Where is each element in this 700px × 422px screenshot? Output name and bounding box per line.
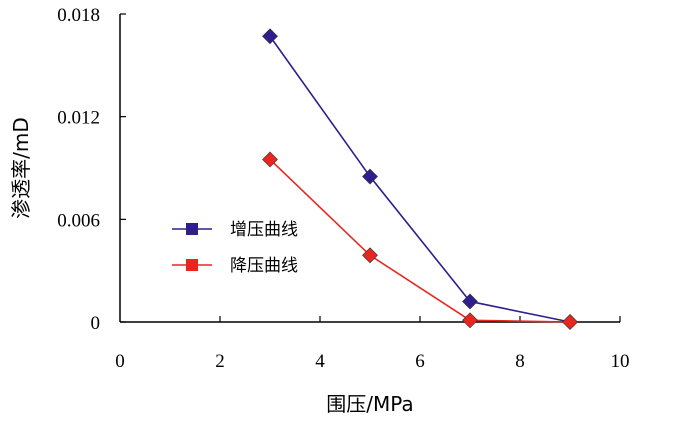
- data-point: [362, 168, 378, 185]
- legend-label: 增压曲线: [230, 220, 298, 240]
- data-point: [262, 151, 278, 168]
- y-tick-label: 0: [91, 313, 101, 334]
- data-point: [362, 247, 378, 264]
- legend-label: 降压曲线: [230, 256, 298, 276]
- series-2: [262, 151, 578, 330]
- data-point: [462, 312, 478, 329]
- x-tick-label: 4: [315, 351, 325, 372]
- axes: [119, 14, 620, 323]
- x-tick-label: 2: [215, 351, 225, 372]
- series-line: [269, 158, 571, 323]
- series-line: [269, 35, 571, 323]
- y-ticks: 0 0.006 0.012 0.018: [57, 5, 126, 334]
- x-tick-label: 6: [415, 351, 425, 372]
- legend-item-1: 增压曲线: [172, 220, 298, 240]
- series-1: [262, 28, 578, 330]
- y-tick-label: 0.012: [57, 108, 100, 129]
- legend-marker: [186, 223, 198, 235]
- data-point: [262, 28, 278, 45]
- series-layer: [262, 28, 578, 330]
- x-tick-label: 0: [115, 351, 125, 372]
- data-point: [462, 293, 478, 310]
- y-axis-title: 渗透率/mD: [9, 117, 33, 219]
- data-point: [562, 314, 578, 330]
- x-tick-label: 10: [611, 351, 630, 372]
- y-tick-label: 0.018: [57, 5, 100, 26]
- legend-marker: [186, 259, 198, 271]
- y-tick-label: 0.006: [57, 210, 100, 231]
- x-tick-label: 8: [515, 351, 525, 372]
- x-ticks: 0 2 4 6 8 10: [115, 316, 630, 372]
- x-axis-title: 围压/MPa: [326, 392, 413, 416]
- legend-item-2: 降压曲线: [172, 256, 298, 276]
